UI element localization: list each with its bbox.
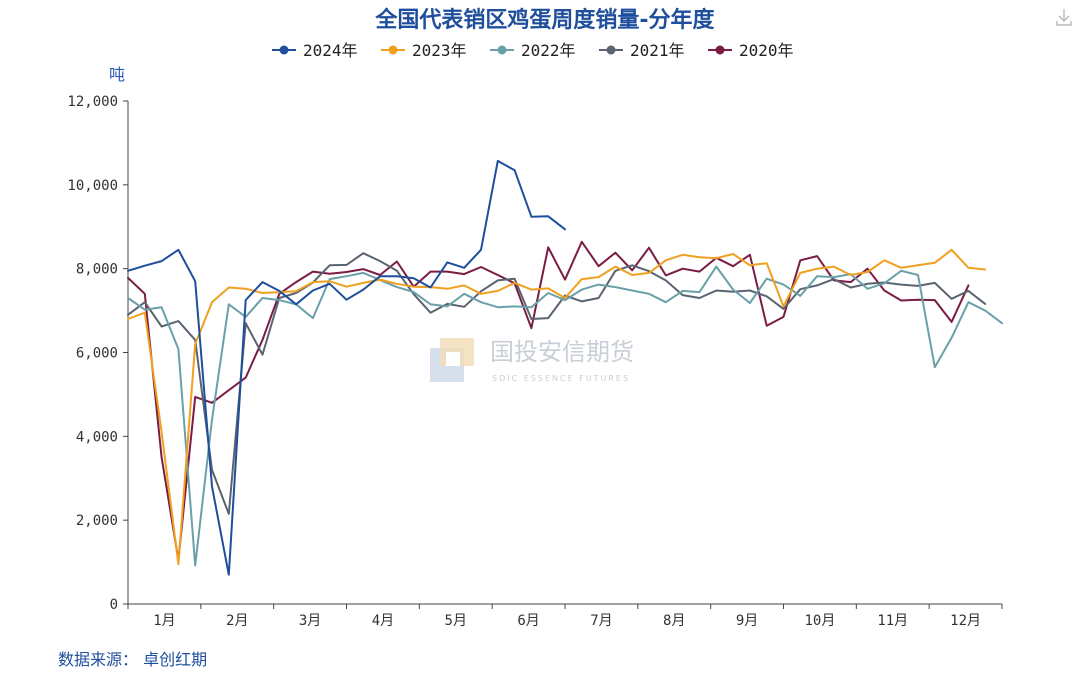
legend-item-2022年[interactable]: 2022年 bbox=[490, 41, 576, 60]
y-tick-label: 10,000 bbox=[67, 178, 118, 194]
series-line-2022年 bbox=[127, 265, 1003, 567]
legend-swatch-marker bbox=[388, 45, 398, 55]
legend-swatch-marker bbox=[715, 45, 725, 55]
legend-label: 2021年 bbox=[630, 41, 685, 60]
x-tick-label: 6月 bbox=[517, 613, 539, 629]
legend-swatch-marker bbox=[606, 45, 616, 55]
y-tick-label: 8,000 bbox=[76, 262, 118, 278]
series-line-2024年 bbox=[127, 159, 566, 576]
legend-item-2021年[interactable]: 2021年 bbox=[599, 41, 685, 60]
y-tick-label: 4,000 bbox=[76, 429, 118, 445]
x-tick-label: 7月 bbox=[590, 613, 612, 629]
x-tick-label: 3月 bbox=[299, 613, 321, 629]
legend-swatch-marker bbox=[497, 45, 507, 55]
legend-item-2020年[interactable]: 2020年 bbox=[708, 41, 794, 60]
x-tick-label: 11月 bbox=[877, 613, 908, 629]
series-line-2021年 bbox=[127, 252, 987, 515]
axes: 0 2,000 4,000 6,000 8,000 10,000 12,000 1月 2月 3月 4… bbox=[67, 94, 1003, 629]
legend-item-2023年[interactable]: 2023年 bbox=[381, 41, 467, 60]
legend-label: 2020年 bbox=[739, 41, 794, 60]
x-tick-label: 1月 bbox=[153, 613, 175, 629]
x-tick-label: 5月 bbox=[445, 613, 467, 629]
watermark-cn: 国投安信期货 bbox=[490, 338, 634, 366]
y-tick-label: 6,000 bbox=[76, 346, 118, 362]
x-tick-label: 2月 bbox=[226, 613, 248, 629]
series-line-2023年 bbox=[127, 248, 987, 566]
series-line-2020年 bbox=[127, 240, 970, 561]
series-layer bbox=[127, 159, 1003, 576]
source-note: 数据来源： 卓创红期 bbox=[58, 650, 207, 669]
legend-label: 2023年 bbox=[412, 41, 467, 60]
x-tick-label: 9月 bbox=[736, 613, 758, 629]
y-axis-unit: 吨 bbox=[109, 65, 125, 84]
y-tick-label: 12,000 bbox=[67, 94, 118, 110]
x-tick-label: 8月 bbox=[663, 613, 685, 629]
legend-item-2024年[interactable]: 2024年 bbox=[272, 41, 358, 60]
y-tick-label: 2,000 bbox=[76, 513, 118, 529]
legend: 2024年 2023年 2022年 2021年 2020年 bbox=[272, 41, 794, 60]
download-icon[interactable] bbox=[1056, 9, 1072, 26]
legend-swatch-marker bbox=[279, 45, 289, 55]
legend-label: 2024年 bbox=[303, 41, 358, 60]
y-tick-label: 0 bbox=[110, 597, 118, 613]
x-tick-label: 12月 bbox=[950, 613, 981, 629]
x-tick-label: 10月 bbox=[804, 613, 835, 629]
x-tick-label: 4月 bbox=[372, 613, 394, 629]
watermark: 国投安信期货 SDIC ESSENCE FUTURES bbox=[430, 338, 634, 383]
legend-label: 2022年 bbox=[521, 41, 576, 60]
chart-title: 全国代表销区鸡蛋周度销量-分年度 bbox=[374, 7, 715, 33]
watermark-logo bbox=[430, 338, 474, 382]
watermark-en: SDIC ESSENCE FUTURES bbox=[492, 374, 630, 383]
